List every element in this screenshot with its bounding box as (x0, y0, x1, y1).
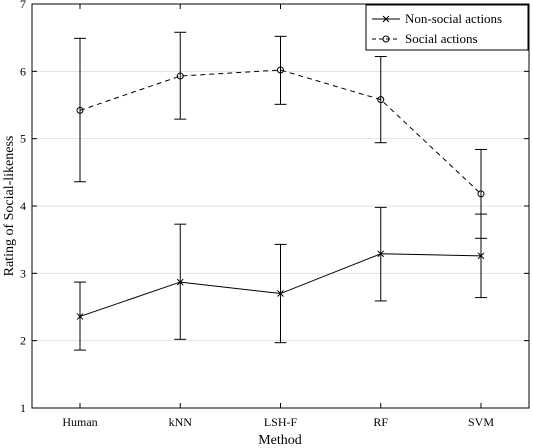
plot-frame (31, 3, 530, 409)
legend-item-non-social-actions: Non-social actions (372, 11, 502, 26)
legend-item-social-actions: Social actions (372, 31, 478, 46)
x-tick-label-rf: RF (373, 415, 388, 429)
y-axis-label: Rating of Social-likeness (2, 136, 17, 277)
legend-label-social-actions: Social actions (405, 31, 478, 46)
data-point-social-actions-2 (277, 66, 284, 74)
series-non-social-actions (74, 206, 487, 351)
data-point-non-social-actions-3 (377, 250, 385, 258)
y-tick-label-4: 4 (20, 199, 26, 213)
legend: Non-social actions Social actions (365, 4, 529, 51)
x-axis-label: Method (258, 433, 302, 448)
x-tick-label-knn: kNN (169, 415, 193, 429)
axis-ticks: 1 2 3 4 5 6 7 Human kNN LSH-F RF SVM (20, 0, 529, 429)
data-point-non-social-actions-4 (477, 252, 485, 260)
y-tick-label-7: 7 (20, 0, 26, 11)
error-bar-social-actions-2 (274, 35, 287, 105)
y-tick-label-2: 2 (20, 334, 26, 348)
error-bar-social-actions-3 (374, 56, 387, 144)
legend-marker-social-actions (382, 35, 390, 43)
y-tick-label-3: 3 (20, 266, 26, 280)
series-social-actions (74, 31, 487, 239)
y-tick-label-1: 1 (20, 401, 26, 415)
y-tick-label-5: 5 (20, 132, 26, 146)
data-point-social-actions-0 (76, 106, 84, 114)
data-point-social-actions-1 (176, 72, 184, 80)
data-point-non-social-actions-1 (176, 278, 184, 286)
error-bar-social-actions-1 (174, 31, 187, 120)
legend-marker-non-social-actions (382, 15, 390, 23)
error-bar-social-actions-4 (475, 148, 487, 239)
x-tick-label-svm: SVM (468, 415, 494, 429)
legend-label-non-social-actions: Non-social actions (405, 11, 502, 26)
data-point-social-actions-4 (477, 190, 485, 198)
series-layer (74, 31, 487, 351)
data-point-non-social-actions-2 (277, 290, 284, 297)
data-point-social-actions-3 (377, 96, 385, 104)
legend-box (365, 4, 529, 51)
x-tick-label-lsh-f: LSH-F (264, 415, 298, 429)
data-point-non-social-actions-0 (76, 313, 84, 320)
x-tick-label-human: Human (62, 415, 97, 429)
error-bar-social-actions-0 (74, 37, 86, 183)
y-tick-label-6: 6 (20, 64, 26, 78)
